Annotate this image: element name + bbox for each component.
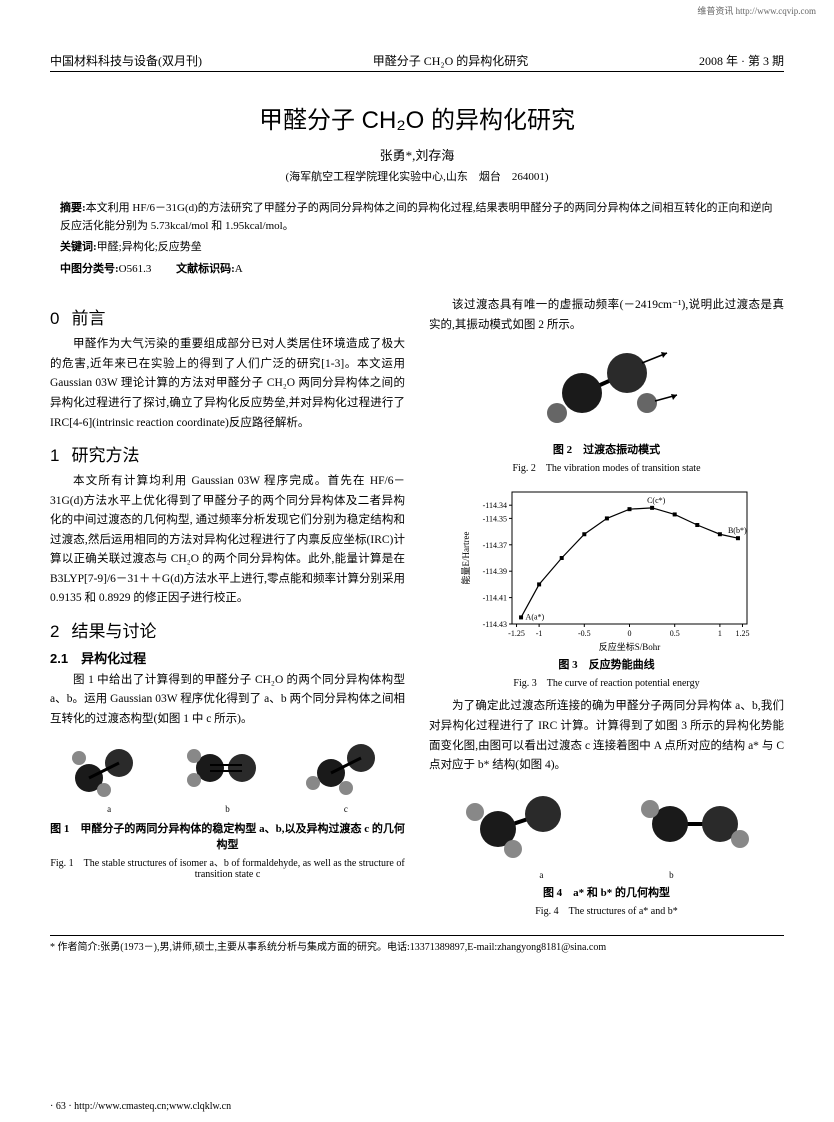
abstract: 摘要:本文利用 HF/6－31G(d)的方法研究了甲醛分子的两同分异构体之间的异… xyxy=(60,200,774,235)
sublabel-b: b xyxy=(225,804,230,814)
figure-3-chart: -114.43 -114.41 -114.39 -114.37 -114.35 -114.… xyxy=(429,482,784,689)
sublabel-c: c xyxy=(344,804,348,814)
abstract-text: 本文利用 HF/6－31G(d)的方法研究了甲醛分子的两同分异构体之间的异构化过… xyxy=(60,202,773,232)
svg-text:0.5: 0.5 xyxy=(669,629,679,638)
sec0-heading: 0 前言 xyxy=(50,304,405,329)
molecule-c-icon xyxy=(301,738,391,798)
figure-1: a b c 图 1 甲醛分子的两同分异构体的稳定构型 a、b,以及异构过渡态 c 的… xyxy=(50,738,405,880)
potential-energy-chart: -114.43 -114.41 -114.39 -114.37 -114.35 -114.… xyxy=(457,482,757,652)
fig1-caption-cn: 图 1 甲醛分子的两同分异构体的稳定构型 a、b,以及异构过渡态 c 的几何构型 xyxy=(50,820,405,852)
molecule-a-icon xyxy=(64,738,154,798)
author-footnote: * 作者简介:张勇(1973－),男,讲师,硕士,主要从事系统分析与集成方面的研… xyxy=(50,935,784,955)
sec0-p1: 甲醛作为大气污染的重要组成部分已对人类居住环境造成了极大的危害,近年来已在实验上… xyxy=(50,335,405,433)
molecule-astar-icon xyxy=(453,784,583,864)
svg-text:C(c*): C(c*) xyxy=(647,496,666,505)
svg-text:-0.5: -0.5 xyxy=(577,629,590,638)
sec0-title: 前言 xyxy=(71,309,105,328)
header-right: 2008 年 · 第 3 期 xyxy=(699,52,784,69)
molecule-b-icon xyxy=(182,738,272,798)
svg-text:-114.43: -114.43 xyxy=(482,620,506,629)
fig2-caption-cn: 图 2 过渡态振动模式 xyxy=(429,441,784,457)
svg-text:反应坐标S/Bohr: 反应坐标S/Bohr xyxy=(598,641,660,652)
figure-4: a b 图 4 a* 和 b* 的几何构型 Fig. 4 The structur… xyxy=(429,784,784,917)
svg-text:能量E/Hartree: 能量E/Hartree xyxy=(460,532,471,585)
svg-text:-1: -1 xyxy=(535,629,542,638)
svg-text:-114.34: -114.34 xyxy=(482,502,506,511)
svg-text:1: 1 xyxy=(717,629,721,638)
right-column: 该过渡态具有唯一的虚振动频率(－2419cm⁻¹),说明此过渡态是真实的,其振动… xyxy=(429,296,784,924)
keywords-text: 甲醛;异构化;反应势垒 xyxy=(97,241,202,253)
sec2-title: 结果与讨论 xyxy=(71,622,156,641)
right-p2: 为了确定此过渡态所连接的确为甲醛分子两同分异构体 a、b,我们对异构化过程进行了… xyxy=(429,697,784,775)
clc-label: 中图分类号: xyxy=(60,263,119,275)
svg-text:-114.35: -114.35 xyxy=(482,515,506,524)
svg-text:B(b*): B(b*) xyxy=(727,527,746,536)
sec21-p1: 图 1 中给出了计算得到的甲醛分子 CH₂O 的两个同分异构体构型 a、b。运用… xyxy=(50,671,405,730)
authors: 张勇*,刘存海 xyxy=(50,145,784,164)
sec2-num: 2 xyxy=(50,622,59,641)
sublabel-a2: a xyxy=(539,870,543,880)
svg-text:0: 0 xyxy=(627,629,631,638)
sec0-num: 0 xyxy=(50,309,59,328)
figure-2: 图 2 过渡态振动模式 Fig. 2 The vibration modes o… xyxy=(429,343,784,474)
svg-text:-1.25: -1.25 xyxy=(508,629,525,638)
molecule-transition-icon xyxy=(527,343,687,433)
sec1-title: 研究方法 xyxy=(71,446,139,465)
right-p1: 该过渡态具有唯一的虚振动频率(－2419cm⁻¹),说明此过渡态是真实的,其振动… xyxy=(429,296,784,335)
svg-text:-114.37: -114.37 xyxy=(482,541,506,550)
affiliation: (海军航空工程学院理化实验中心,山东 烟台 264001) xyxy=(50,168,784,184)
sublabel-a: a xyxy=(107,804,111,814)
sec1-num: 1 xyxy=(50,446,59,465)
running-header: 中国材料科技与设备(双月刊) 甲醛分子 CH₂O 的异构化研究 2008 年 ·… xyxy=(50,52,784,72)
abstract-label: 摘要: xyxy=(60,202,86,214)
left-column: 0 前言 甲醛作为大气污染的重要组成部分已对人类居住环境造成了极大的危害,近年来已… xyxy=(50,296,405,924)
fig4-caption-en: Fig. 4 The structures of a* and b* xyxy=(429,902,784,917)
sec1-p1: 本文所有计算均利用 Gaussian 03W 程序完成。首先在 HF/6－31G… xyxy=(50,472,405,609)
doccode: A xyxy=(235,263,243,275)
doccode-label: 文献标识码: xyxy=(176,263,235,275)
molecule-bstar-icon xyxy=(630,784,760,864)
fig4-caption-cn: 图 4 a* 和 b* 的几何构型 xyxy=(429,884,784,900)
fig3-caption-cn: 图 3 反应势能曲线 xyxy=(429,656,784,672)
svg-text:1.25: 1.25 xyxy=(735,629,749,638)
watermark: 维普资讯 http://www.cqvip.com xyxy=(697,4,816,17)
keywords-label: 关键词: xyxy=(60,241,97,253)
keywords: 关键词:甲醛;异构化;反应势垒 xyxy=(60,239,774,257)
svg-text:-114.39: -114.39 xyxy=(482,568,506,577)
svg-text:-114.41: -114.41 xyxy=(482,594,506,603)
fig2-caption-en: Fig. 2 The vibration modes of transition… xyxy=(429,459,784,474)
paper-title: 甲醛分子 CH₂O 的异构化研究 xyxy=(50,100,784,135)
clc: O561.3 xyxy=(119,263,152,275)
page-footer: · 63 · http://www.cmasteq.cn;www.clqklw.… xyxy=(50,1101,231,1112)
sec2-heading: 2 结果与讨论 xyxy=(50,617,405,642)
svg-text:A(a*): A(a*) xyxy=(525,613,544,622)
header-left: 中国材料科技与设备(双月刊) xyxy=(50,52,202,69)
sec21-heading: 2.1 异构化过程 xyxy=(50,648,405,667)
classifier: 中图分类号:O561.3 文献标识码:A xyxy=(60,261,774,279)
sec1-heading: 1 研究方法 xyxy=(50,441,405,466)
fig1-caption-en: Fig. 1 The stable structures of isomer a… xyxy=(50,854,405,880)
header-center: 甲醛分子 CH₂O 的异构化研究 xyxy=(373,52,529,69)
fig3-caption-en: Fig. 3 The curve of reaction potential e… xyxy=(429,674,784,689)
sublabel-b2: b xyxy=(669,870,674,880)
